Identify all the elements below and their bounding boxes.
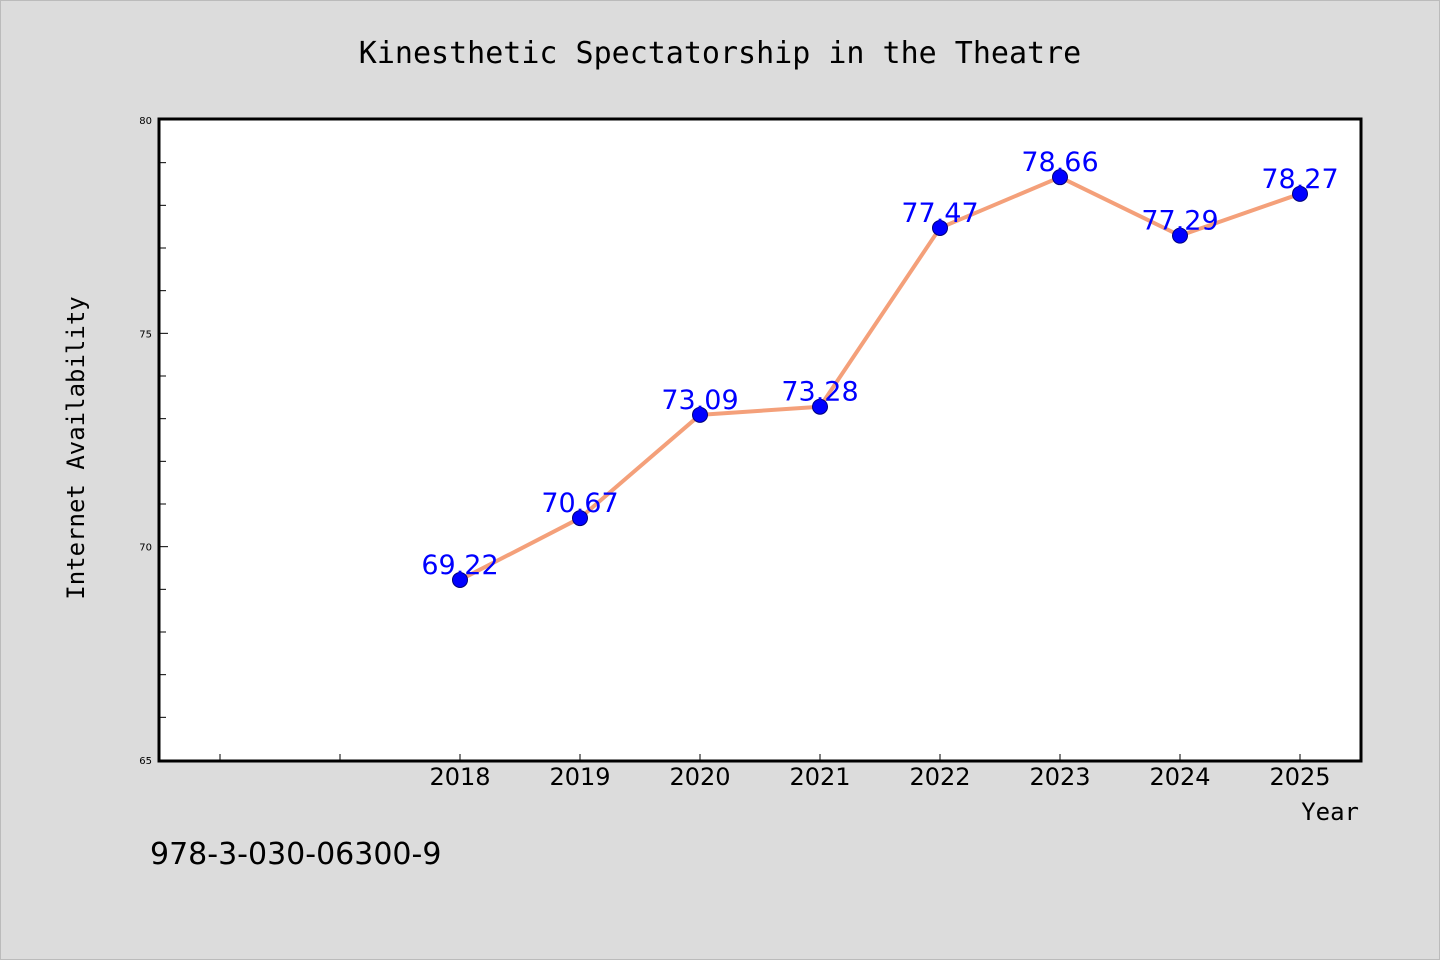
data-label: 77.29 [1141,206,1218,237]
data-label: 78.27 [1261,164,1338,195]
y-tick-label: 75 [139,329,152,340]
data-point [452,571,468,588]
data-label: 78.66 [1021,147,1098,178]
x-tick-label: 2019 [549,763,610,791]
x-tick-label: 2020 [669,763,730,791]
y-tick-label: 80 [139,116,152,127]
data-point [572,510,588,527]
y-tick-label: 70 [139,543,152,554]
x-tick-label: 2025 [1269,763,1330,791]
x-tick-label: 2024 [1149,763,1210,791]
data-label: 69.22 [421,550,498,581]
data-label: 73.09 [661,385,738,416]
data-label: 70.67 [541,488,618,519]
data-point [1292,185,1308,202]
y-axis-label: Internet Availability [62,296,90,599]
x-tick-label: 2022 [909,763,970,791]
data-point [692,406,708,423]
plot-frame [157,117,1363,763]
x-tick-labels: 2018 2019 2020 2021 2022 2023 2024 2025 [429,763,1330,791]
isbn-annotation: 978-3-030-06300-9 [150,837,441,872]
series-line [459,175,1301,582]
data-point [812,398,828,415]
x-axis-label: Year [1301,798,1359,826]
x-tick-label: 2021 [789,763,850,791]
y-tick-labels: 65 70 75 80 [139,116,152,767]
series-layer: 69.22 70.67 73.09 73.28 77.47 78.66 77.29 78.27 [421,147,1339,588]
data-point [932,219,948,236]
data-label: 77.47 [901,198,978,229]
y-tick-label: 65 [139,756,152,767]
x-tick-label: 2023 [1029,763,1090,791]
x-tick-label: 2018 [429,763,490,791]
chart-title: Kinesthetic Spectatorship in the Theatre [359,36,1081,71]
data-point [1052,169,1068,186]
data-point [1172,227,1188,244]
data-label: 73.28 [781,377,858,408]
